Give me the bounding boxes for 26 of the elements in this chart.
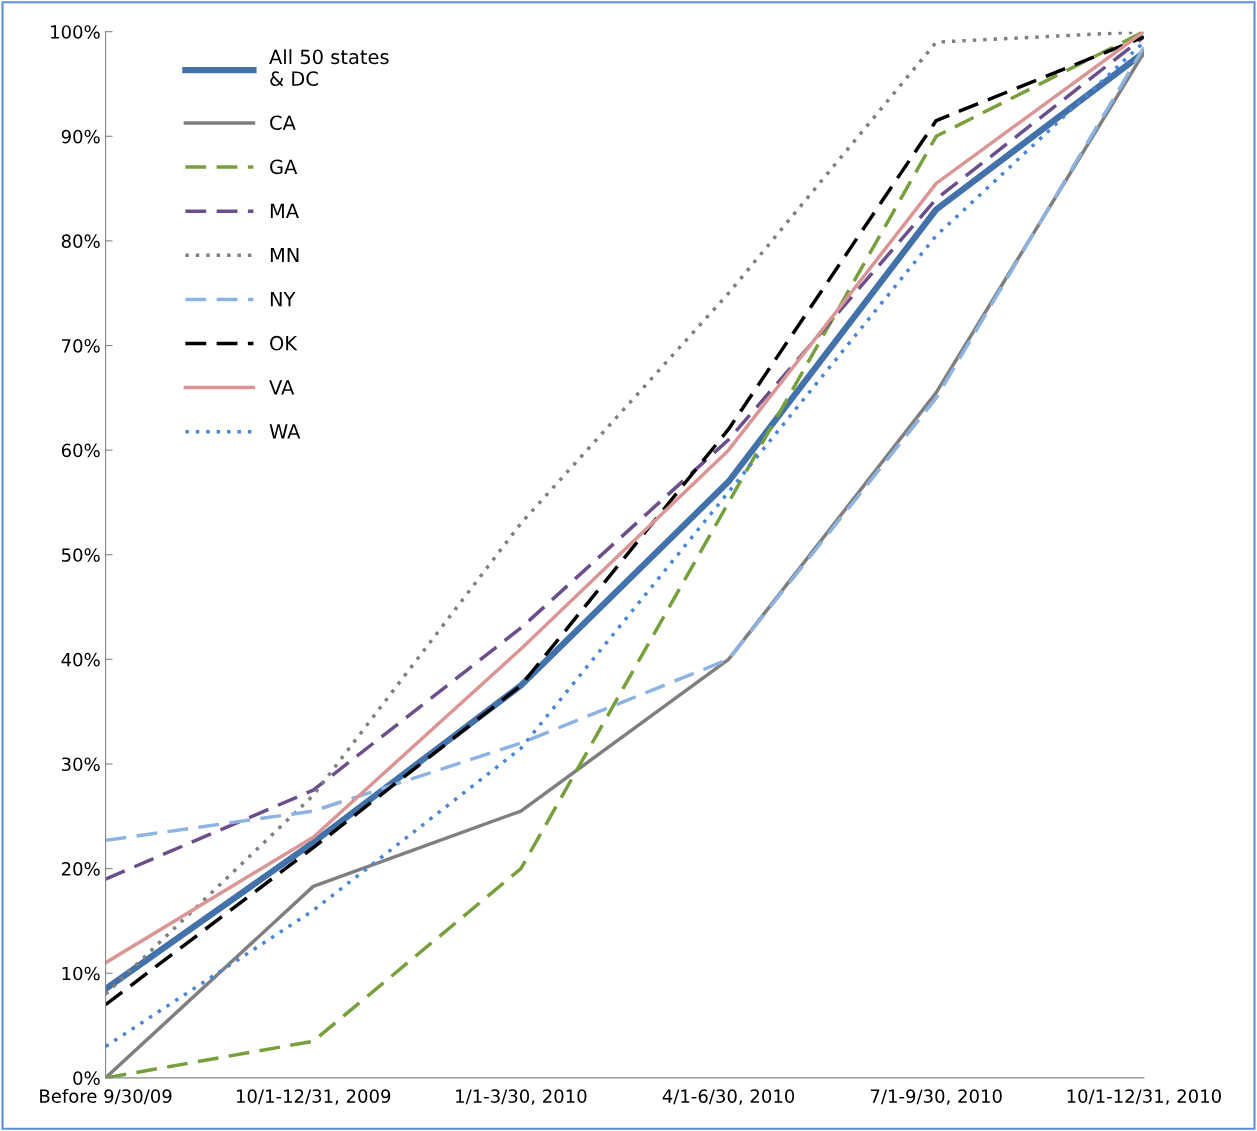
y-tick-label: 10%: [62, 966, 100, 981]
y-tick-label: 30%: [61, 757, 100, 772]
y-tick-label: 20%: [61, 862, 100, 876]
legend-label: NY: [270, 292, 296, 307]
legend-label: GA: [270, 159, 298, 175]
y-tick-label: 0%: [73, 1071, 100, 1085]
y-tick-label: 40%: [61, 652, 100, 667]
x-tick-label: 4/1-6/30, 2010: [662, 1089, 795, 1105]
y-tick-label: 60%: [61, 443, 100, 458]
y-tick-label: 80%: [61, 234, 100, 249]
y-tick-label: 50%: [61, 548, 100, 562]
legend-label: MA: [270, 203, 299, 219]
y-tick-label: 100%: [51, 25, 100, 39]
legend-label: CA: [270, 115, 296, 131]
x-tick-label: 7/1-9/30, 2010: [870, 1089, 1002, 1105]
y-tick-label: 70%: [62, 338, 100, 353]
legend-label: All 50 states & DC: [269, 49, 389, 86]
legend-label: MN: [270, 247, 299, 263]
legend-label: WA: [269, 424, 301, 439]
x-tick-label: 10/1-12/31, 2009: [236, 1089, 391, 1105]
legend-label: OK: [270, 335, 298, 351]
x-tick-label: 10/1-12/31, 2010: [1067, 1089, 1221, 1105]
x-tick-label: Before 9/30/09: [40, 1088, 172, 1105]
legend-label: VA: [269, 380, 295, 395]
x-tick-label: 1/1-3/30, 2010: [456, 1089, 587, 1105]
y-tick-label: 90%: [61, 129, 100, 144]
